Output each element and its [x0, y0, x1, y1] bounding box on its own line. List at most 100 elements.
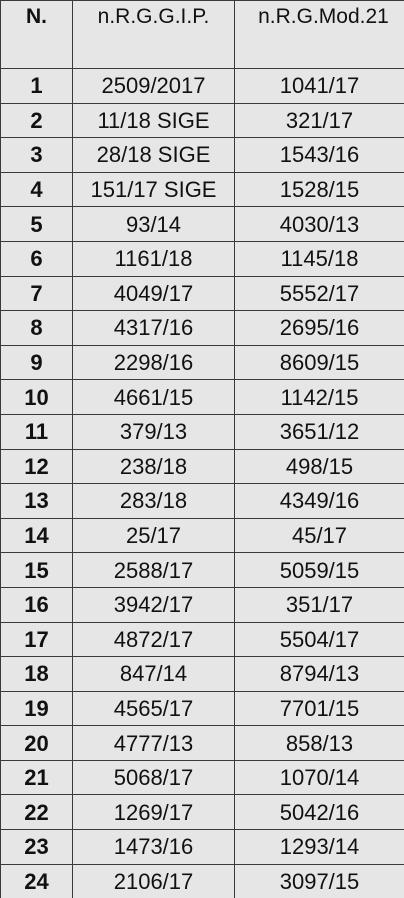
row-number: 24	[0, 863, 73, 898]
table-row: 3 28/18 SIGE 1543/16	[0, 137, 404, 173]
table-row: 2 11/18 SIGE 321/17	[0, 102, 404, 139]
row-rg-mod21: 1528/15	[234, 171, 404, 208]
table-row: 11 379/13 3651/12	[0, 413, 404, 450]
row-number: 19	[0, 690, 73, 727]
row-rggip: 4317/16	[72, 310, 235, 346]
row-rggip: 4661/15	[72, 379, 235, 415]
row-rggip: 4872/17	[72, 621, 235, 658]
table-row: 17 4872/17 5504/17	[0, 621, 404, 658]
table-row: 5 93/14 4030/13	[0, 206, 404, 242]
table-row: 1 2509/2017 1041/17	[0, 68, 404, 104]
row-rggip: 151/17 SIGE	[72, 171, 235, 208]
row-rg-mod21: 45/17	[234, 517, 404, 554]
row-number: 21	[0, 759, 73, 796]
row-rggip: 4565/17	[72, 690, 235, 727]
row-rggip: 379/13	[72, 413, 235, 450]
row-number: 3	[0, 137, 73, 173]
table-row: 24 2106/17 3097/15	[0, 863, 404, 898]
row-number: 14	[0, 517, 73, 554]
row-number: 6	[0, 240, 73, 277]
row-rggip: 2298/16	[72, 344, 235, 381]
table-row: 9 2298/16 8609/15	[0, 344, 404, 381]
row-rggip: 1269/17	[72, 794, 235, 831]
row-rggip: 93/14	[72, 206, 235, 242]
row-number: 11	[0, 413, 73, 450]
row-rg-mod21: 1041/17	[234, 68, 404, 104]
row-rg-mod21: 321/17	[234, 102, 404, 139]
header-row: N. n.R.G.G.I.P. n.R.G.Mod.21	[0, 0, 404, 69]
table-row: 16 3942/17 351/17	[0, 586, 404, 623]
row-number: 5	[0, 206, 73, 242]
row-rg-mod21: 3651/12	[234, 413, 404, 450]
row-rg-mod21: 351/17	[234, 586, 404, 623]
row-rggip: 25/17	[72, 517, 235, 554]
row-rggip: 2588/17	[72, 552, 235, 588]
row-number: 23	[0, 829, 73, 865]
row-rggip: 11/18 SIGE	[72, 102, 235, 139]
table-row: 20 4777/13 858/13	[0, 725, 404, 761]
row-rg-mod21: 8794/13	[234, 656, 404, 692]
row-number: 10	[0, 379, 73, 415]
row-rg-mod21: 5059/15	[234, 552, 404, 588]
table-row: 10 4661/15 1142/15	[0, 379, 404, 415]
row-rg-mod21: 4030/13	[234, 206, 404, 242]
table-row: 14 25/17 45/17	[0, 517, 404, 554]
row-rggip: 1161/18	[72, 240, 235, 277]
row-rggip: 238/18	[72, 448, 235, 485]
table-row: 7 4049/17 5552/17	[0, 275, 404, 312]
row-number: 18	[0, 656, 73, 692]
row-rggip: 28/18 SIGE	[72, 137, 235, 173]
row-rg-mod21: 1145/18	[234, 240, 404, 277]
row-number: 9	[0, 344, 73, 381]
row-rg-mod21: 1293/14	[234, 829, 404, 865]
row-number: 8	[0, 310, 73, 346]
header-rggip: n.R.G.G.I.P.	[72, 0, 235, 69]
row-rg-mod21: 1142/15	[234, 379, 404, 415]
table-row: 23 1473/16 1293/14	[0, 829, 404, 865]
row-number: 20	[0, 725, 73, 761]
row-rg-mod21: 4349/16	[234, 483, 404, 519]
row-rg-mod21: 5042/16	[234, 794, 404, 831]
row-number: 15	[0, 552, 73, 588]
row-rggip: 283/18	[72, 483, 235, 519]
table-row: 18 847/14 8794/13	[0, 656, 404, 692]
row-rg-mod21: 1543/16	[234, 137, 404, 173]
header-rg-mod21: n.R.G.Mod.21	[234, 0, 404, 69]
row-number: 1	[0, 68, 73, 104]
row-rg-mod21: 498/15	[234, 448, 404, 485]
row-rg-mod21: 5552/17	[234, 275, 404, 312]
table-row: 13 283/18 4349/16	[0, 483, 404, 519]
row-number: 22	[0, 794, 73, 831]
row-rg-mod21: 8609/15	[234, 344, 404, 381]
row-number: 4	[0, 171, 73, 208]
table-header: N. n.R.G.G.I.P. n.R.G.Mod.21	[0, 0, 404, 69]
row-rggip: 4049/17	[72, 275, 235, 312]
table-row: 8 4317/16 2695/16	[0, 310, 404, 346]
row-number: 17	[0, 621, 73, 658]
row-rg-mod21: 7701/15	[234, 690, 404, 727]
row-number: 12	[0, 448, 73, 485]
row-rggip: 4777/13	[72, 725, 235, 761]
header-number: N.	[0, 0, 73, 69]
table-row: 19 4565/17 7701/15	[0, 690, 404, 727]
row-rg-mod21: 2695/16	[234, 310, 404, 346]
row-rggip: 2106/17	[72, 863, 235, 898]
row-rg-mod21: 858/13	[234, 725, 404, 761]
row-rg-mod21: 3097/15	[234, 863, 404, 898]
row-rggip: 847/14	[72, 656, 235, 692]
table-row: 6 1161/18 1145/18	[0, 240, 404, 277]
table-row: 12 238/18 498/15	[0, 448, 404, 485]
row-rggip: 1473/16	[72, 829, 235, 865]
row-rggip: 2509/2017	[72, 68, 235, 104]
row-rg-mod21: 1070/14	[234, 759, 404, 796]
table-row: 4 151/17 SIGE 1528/15	[0, 171, 404, 208]
row-rggip: 3942/17	[72, 586, 235, 623]
row-rg-mod21: 5504/17	[234, 621, 404, 658]
row-number: 16	[0, 586, 73, 623]
table-body: 1 2509/2017 1041/17 2 11/18 SIGE 321/17 3 28/18…	[0, 68, 404, 898]
table-row: 22 1269/17 5042/16	[0, 794, 404, 831]
table-row: 15 2588/17 5059/15	[0, 552, 404, 588]
table-row: 21 5068/17 1070/14	[0, 759, 404, 796]
